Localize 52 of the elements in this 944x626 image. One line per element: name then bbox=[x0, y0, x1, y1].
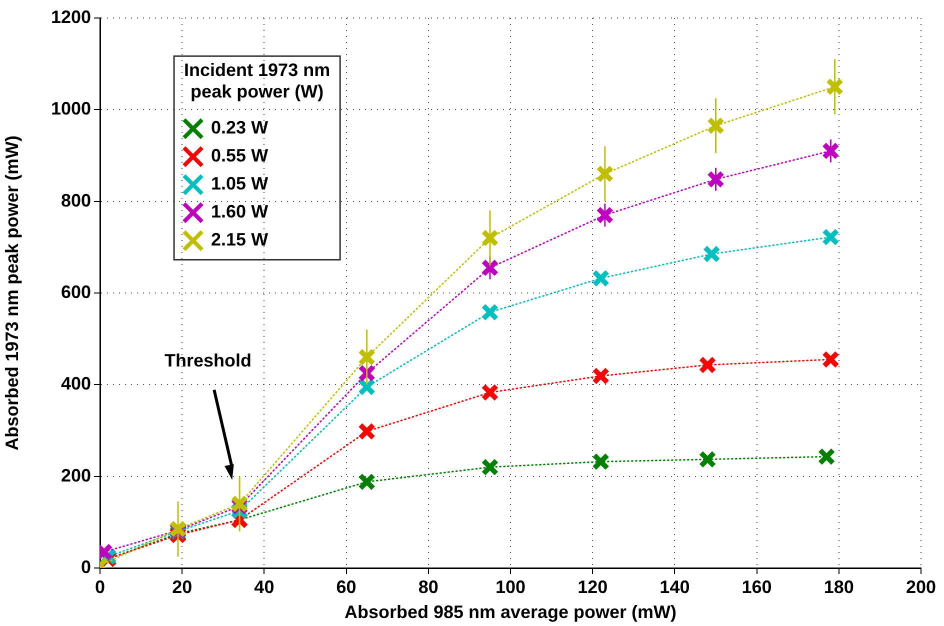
point bbox=[481, 458, 499, 476]
legend-label: 0.23 W bbox=[211, 118, 268, 138]
y-tick-label: 400 bbox=[60, 374, 91, 394]
y-axis-title: Absorbed 1973 nm peak power (mW) bbox=[2, 135, 22, 451]
annotation: Threshold bbox=[164, 350, 252, 371]
point bbox=[481, 229, 499, 247]
x-tick-label: 160 bbox=[742, 576, 772, 597]
legend-label: 0.55 W bbox=[211, 146, 268, 166]
point bbox=[596, 164, 614, 183]
point bbox=[596, 206, 614, 224]
point bbox=[702, 245, 721, 263]
x-tick-label: 40 bbox=[254, 576, 274, 597]
x-tick-label: 0 bbox=[94, 576, 106, 597]
legend-label: 1.05 W bbox=[211, 174, 268, 194]
y-tick-label: 1200 bbox=[50, 6, 91, 27]
legend-label: 2.15 W bbox=[211, 230, 268, 250]
x-tick-label: 200 bbox=[906, 576, 936, 597]
y-tick-label: 0 bbox=[80, 556, 91, 577]
point bbox=[698, 450, 716, 468]
x-tick-label: 180 bbox=[824, 576, 854, 597]
point bbox=[358, 422, 376, 440]
point bbox=[592, 367, 610, 385]
x-tick-label: 60 bbox=[336, 576, 356, 597]
legend-label: 1.60 W bbox=[211, 202, 268, 222]
y-tick-label: 800 bbox=[60, 190, 91, 210]
y-tick-label: 1000 bbox=[50, 98, 91, 119]
legend-title: Incident 1973 nm peak power (W) bbox=[184, 60, 330, 102]
point bbox=[481, 384, 499, 402]
x-axis-title: Absorbed 985 nm average power (mW) bbox=[344, 602, 677, 622]
x-tick-label: 20 bbox=[172, 576, 192, 597]
point bbox=[358, 378, 376, 396]
point bbox=[481, 303, 499, 322]
point bbox=[698, 356, 716, 374]
point bbox=[826, 78, 844, 96]
point bbox=[592, 452, 610, 471]
y-tick-label: 600 bbox=[60, 282, 91, 302]
x-tick-label: 120 bbox=[578, 576, 608, 597]
point bbox=[706, 116, 725, 135]
point bbox=[822, 142, 840, 160]
point bbox=[481, 258, 499, 277]
point bbox=[822, 350, 840, 368]
point bbox=[818, 448, 836, 466]
x-tick-label: 80 bbox=[418, 576, 438, 597]
point bbox=[358, 348, 376, 366]
y-tick-label: 200 bbox=[60, 465, 91, 486]
x-tick-label: 100 bbox=[495, 576, 526, 597]
point bbox=[358, 364, 376, 382]
point bbox=[706, 170, 725, 188]
x-tick-label: 140 bbox=[660, 576, 690, 597]
point bbox=[822, 228, 840, 246]
point bbox=[358, 472, 376, 491]
point bbox=[592, 269, 610, 288]
